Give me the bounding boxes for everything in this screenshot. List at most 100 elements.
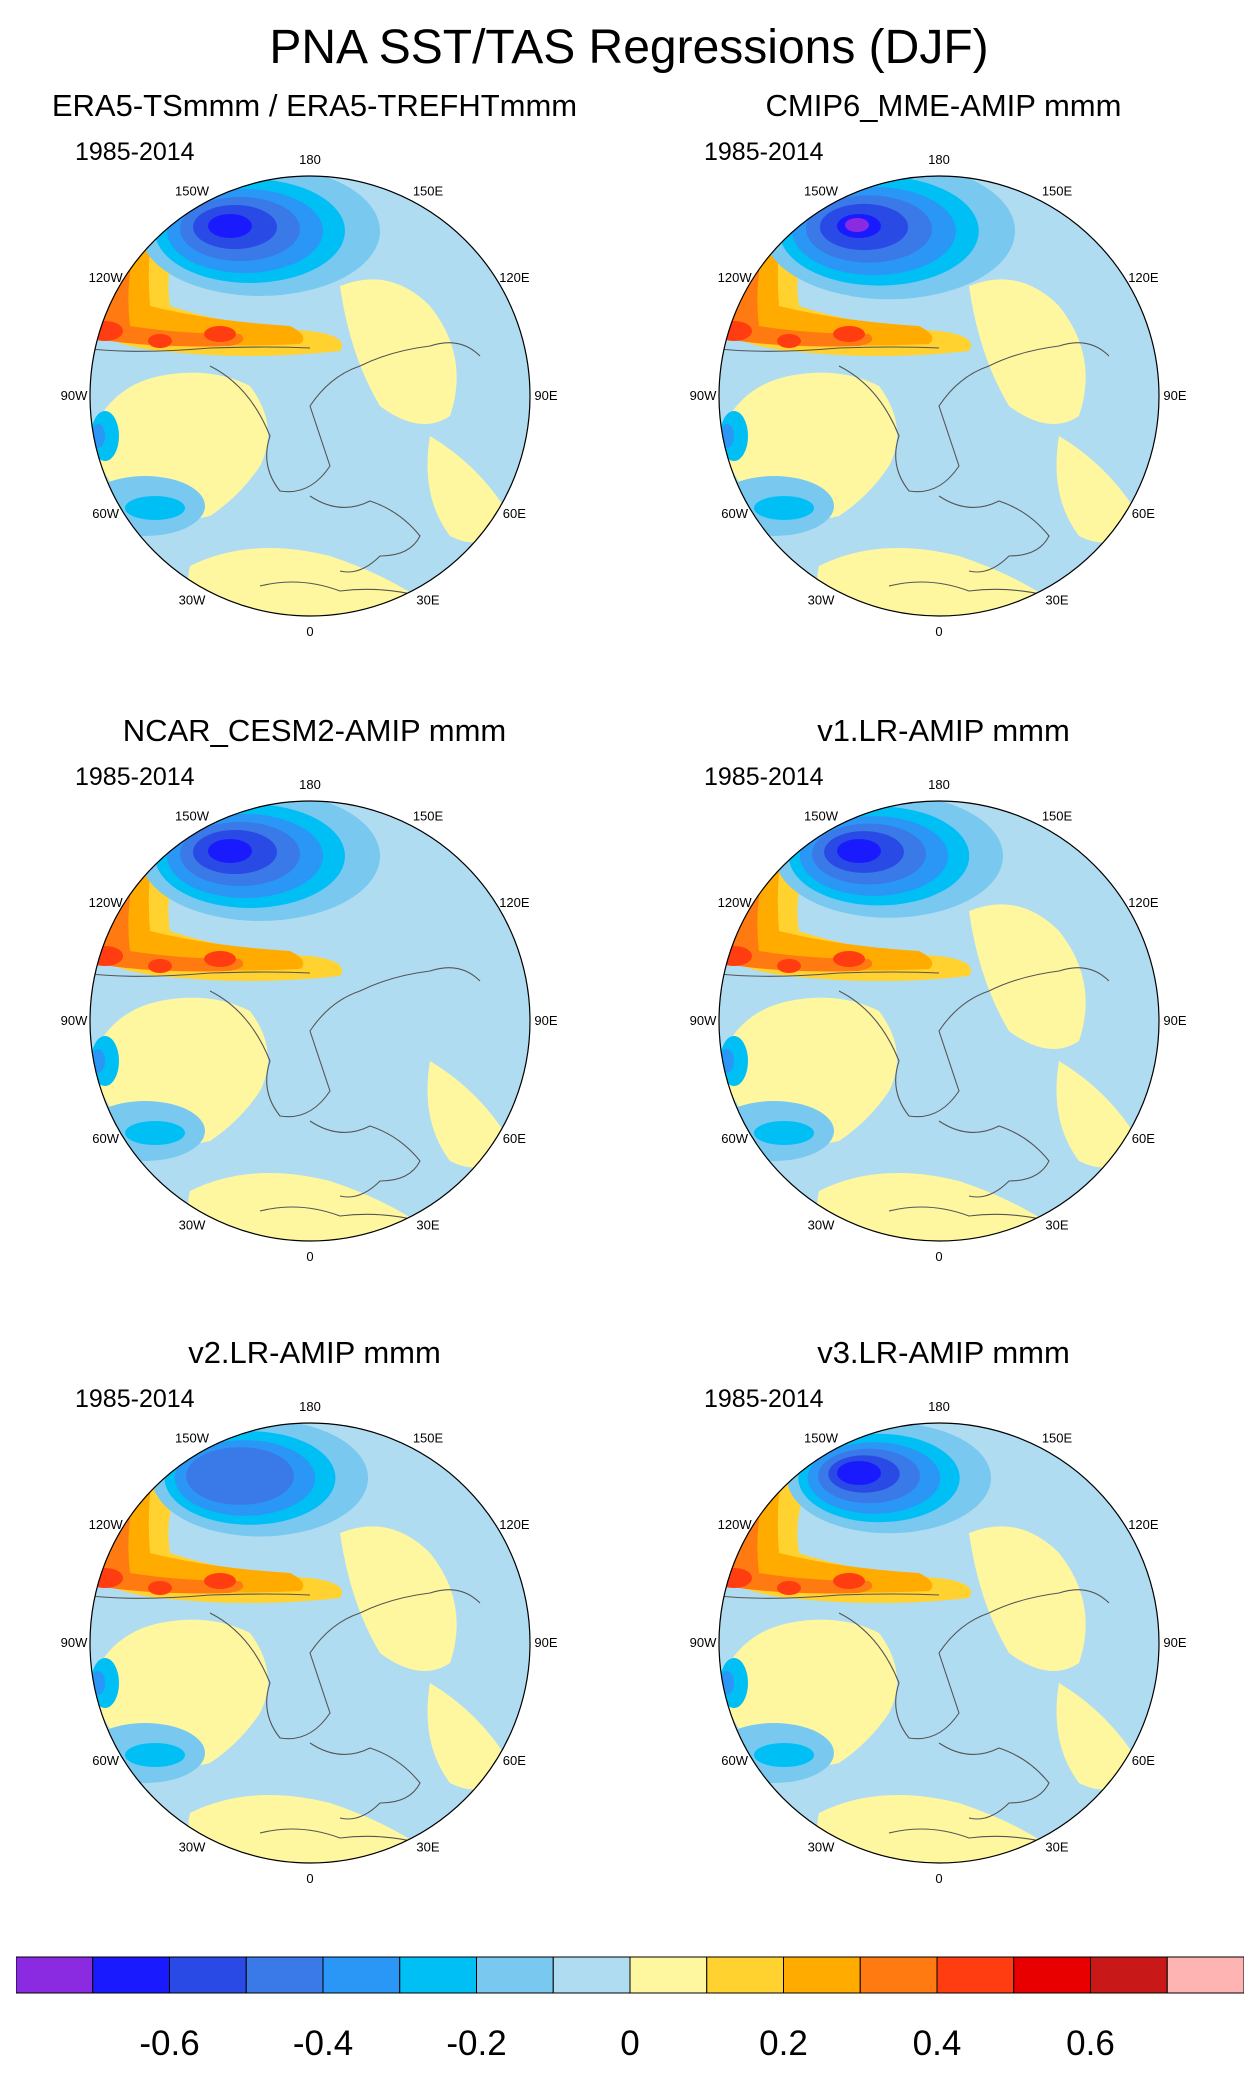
- colorbar-swatch: [936, 1956, 1015, 1994]
- colorbar-swatch: [552, 1956, 631, 1994]
- longitude-label: 120E: [499, 270, 530, 285]
- longitude-label: 60W: [92, 506, 119, 521]
- longitude-label: 150W: [175, 184, 210, 199]
- longitude-label: 120W: [89, 270, 124, 285]
- panel-period: 1985-2014: [75, 763, 195, 791]
- longitude-label: 0: [935, 1249, 942, 1264]
- longitude-label: 150E: [1042, 809, 1073, 824]
- colorbar-swatch: [859, 1956, 938, 1994]
- longitude-label: 180: [299, 152, 321, 167]
- longitude-label: 90W: [690, 1635, 717, 1650]
- longitude-label: 150W: [804, 184, 839, 199]
- longitude-label: 60E: [1132, 506, 1155, 521]
- colorbar-swatch: [16, 1956, 94, 1994]
- longitude-label: 0: [935, 1871, 942, 1886]
- map-panel: NCAR_CESM2-AMIP mmm 1985-2014 180 150E 120E 9…: [0, 713, 629, 1333]
- longitude-label: 150E: [413, 184, 444, 199]
- map-panel: v2.LR-AMIP mmm 1985-2014 180 150E 120E 90E 60E…: [0, 1335, 629, 1955]
- map-panel: ERA5-TSmmm / ERA5-TREFHTmmm 1985-2014 180 1…: [0, 88, 629, 708]
- colorbar-swatch: [1166, 1956, 1244, 1994]
- longitude-label: 150E: [1042, 184, 1073, 199]
- longitude-label: 150W: [804, 1431, 839, 1446]
- longitude-label: 90E: [1163, 388, 1186, 403]
- longitude-label: 30E: [416, 1839, 439, 1854]
- longitude-label: 30E: [416, 1217, 439, 1232]
- longitude-label: 30W: [179, 1217, 206, 1232]
- longitude-label: 120E: [499, 895, 530, 910]
- longitude-label: 0: [306, 624, 313, 639]
- longitude-label: 120E: [1128, 270, 1159, 285]
- map-panel: CMIP6_MME-AMIP mmm 1985-2014 180 150E 120E 90…: [629, 88, 1258, 708]
- longitude-label: 30W: [179, 592, 206, 607]
- longitude-label: 90E: [1163, 1635, 1186, 1650]
- longitude-label: 90W: [61, 388, 88, 403]
- longitude-label: 150E: [413, 809, 444, 824]
- longitude-label: 180: [299, 777, 321, 792]
- longitude-label: 90E: [534, 388, 557, 403]
- panel-period: 1985-2014: [704, 763, 824, 791]
- longitude-label: 120W: [718, 895, 753, 910]
- colorbar-swatch: [1013, 1956, 1091, 1994]
- figure-title: PNA SST/TAS Regressions (DJF): [269, 21, 989, 74]
- longitude-label: 60W: [92, 1131, 119, 1146]
- colorbar-tick-label: 0: [620, 2024, 639, 2063]
- longitude-label: 0: [935, 624, 942, 639]
- longitude-label: 60W: [92, 1753, 119, 1768]
- longitude-label: 30W: [808, 592, 835, 607]
- colorbar-tick-label: -0.4: [293, 2024, 353, 2063]
- longitude-label: 90E: [534, 1013, 557, 1028]
- longitude-label: 30W: [808, 1217, 835, 1232]
- panel-period: 1985-2014: [75, 1385, 195, 1413]
- polar-map: 180 150E 120E 90E 60E 30E 0 30W 60W 90W 120W 150W: [61, 152, 558, 639]
- panel-title: v2.LR-AMIP mmm: [188, 1335, 441, 1370]
- panel-title: CMIP6_MME-AMIP mmm: [765, 88, 1122, 123]
- colorbar-swatch: [783, 1956, 861, 1994]
- longitude-label: 150W: [175, 1431, 210, 1446]
- panel-title: v3.LR-AMIP mmm: [817, 1335, 1070, 1370]
- longitude-label: 30E: [1045, 592, 1068, 607]
- longitude-label: 150W: [175, 809, 210, 824]
- longitude-label: 120E: [499, 1517, 530, 1532]
- panel-period: 1985-2014: [75, 138, 195, 166]
- map-panel: v1.LR-AMIP mmm 1985-2014 180 150E 120E 90E 60E…: [629, 713, 1258, 1333]
- longitude-label: 90W: [690, 1013, 717, 1028]
- longitude-label: 90W: [61, 1635, 88, 1650]
- colorbar-tick-label: 0.6: [1066, 2024, 1115, 2063]
- longitude-label: 120W: [89, 895, 124, 910]
- longitude-label: 30E: [416, 592, 439, 607]
- longitude-label: 30E: [1045, 1839, 1068, 1854]
- colorbar-tick-label: 0.4: [913, 2024, 962, 2063]
- polar-map: 180 150E 120E 90E 60E 30E 0 30W 60W 90W 120W 150W: [61, 777, 558, 1264]
- colorbar-swatch: [1090, 1956, 1168, 1994]
- colorbar-swatch: [706, 1956, 784, 1994]
- longitude-label: 90E: [534, 1635, 557, 1650]
- longitude-label: 150W: [804, 809, 839, 824]
- longitude-label: 120W: [718, 1517, 753, 1532]
- longitude-label: 180: [928, 152, 950, 167]
- panel-period: 1985-2014: [704, 138, 824, 166]
- longitude-label: 0: [306, 1249, 313, 1264]
- colorbar-tick-label: 0.2: [759, 2024, 808, 2063]
- colorbar: -0.6 -0.4 -0.2 0 0.2 0.4 0.6: [16, 1956, 1244, 2063]
- longitude-label: 90E: [1163, 1013, 1186, 1028]
- longitude-label: 90W: [61, 1013, 88, 1028]
- longitude-label: 90W: [690, 388, 717, 403]
- colorbar-tick-label: -0.2: [446, 2024, 506, 2063]
- longitude-label: 120W: [718, 270, 753, 285]
- longitude-label: 150E: [1042, 1431, 1073, 1446]
- longitude-label: 120E: [1128, 1517, 1159, 1532]
- longitude-label: 120W: [89, 1517, 124, 1532]
- longitude-label: 60W: [721, 1131, 748, 1146]
- longitude-label: 60E: [503, 506, 526, 521]
- panel-title: v1.LR-AMIP mmm: [817, 713, 1070, 748]
- longitude-label: 120E: [1128, 895, 1159, 910]
- polar-map: 180 150E 120E 90E 60E 30E 0 30W 60W 90W 120W 150W: [690, 152, 1187, 639]
- longitude-label: 30W: [179, 1839, 206, 1854]
- longitude-label: 30W: [808, 1839, 835, 1854]
- longitude-label: 0: [306, 1871, 313, 1886]
- longitude-label: 180: [928, 777, 950, 792]
- panel-title: NCAR_CESM2-AMIP mmm: [122, 713, 507, 748]
- colorbar-swatch: [629, 1956, 708, 1994]
- longitude-label: 150E: [413, 1431, 444, 1446]
- polar-map: 180 150E 120E 90E 60E 30E 0 30W 60W 90W 120W 150W: [690, 1399, 1187, 1886]
